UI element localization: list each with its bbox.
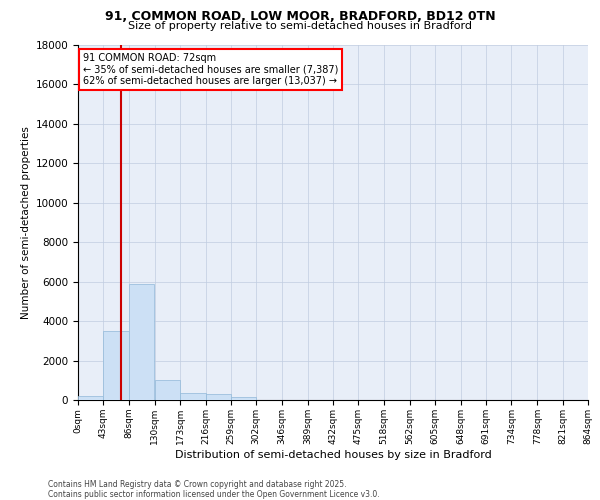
Bar: [231, 398, 256, 400]
X-axis label: Distribution of semi-detached houses by size in Bradford: Distribution of semi-detached houses by …: [175, 450, 491, 460]
Text: Size of property relative to semi-detached houses in Bradford: Size of property relative to semi-detach…: [128, 21, 472, 31]
Text: 91, COMMON ROAD, LOW MOOR, BRADFORD, BD12 0TN: 91, COMMON ROAD, LOW MOOR, BRADFORD, BD1…: [104, 10, 496, 23]
Bar: [78, 396, 103, 400]
Bar: [155, 380, 180, 400]
Text: Contains HM Land Registry data © Crown copyright and database right 2025.
Contai: Contains HM Land Registry data © Crown c…: [48, 480, 380, 499]
Text: 91 COMMON ROAD: 72sqm
← 35% of semi-detached houses are smaller (7,387)
62% of s: 91 COMMON ROAD: 72sqm ← 35% of semi-deta…: [83, 53, 338, 86]
Bar: [180, 394, 205, 400]
Bar: [129, 284, 154, 400]
Bar: [205, 394, 231, 400]
Bar: [103, 332, 129, 400]
Y-axis label: Number of semi-detached properties: Number of semi-detached properties: [22, 126, 31, 319]
